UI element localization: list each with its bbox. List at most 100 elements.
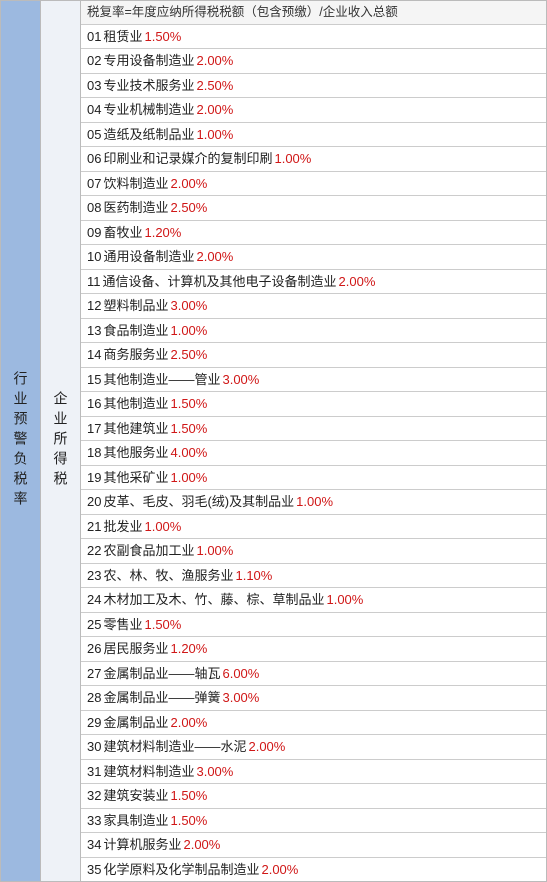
table-row: 07 饮料制造业 2.00% — [81, 172, 546, 197]
tax-rate: 2.00% — [261, 860, 298, 880]
table-row: 27 金属制品业——轴瓦 6.00% — [81, 662, 546, 687]
left-header-cell: 行业预警负税率 — [1, 1, 41, 881]
left-header-label: 行业预警负税率 — [11, 371, 31, 511]
tax-rate: 1.00% — [144, 517, 181, 537]
industry-name: 零售业 — [103, 615, 142, 635]
mid-header-cell: 企业所得税 — [41, 1, 81, 881]
tax-rate: 1.00% — [170, 468, 207, 488]
tax-rate: 2.50% — [170, 198, 207, 218]
industry-name: 造纸及纸制品业 — [103, 125, 194, 145]
table-row: 33 家具制造业 1.50% — [81, 809, 546, 834]
tax-rate: 2.00% — [196, 51, 233, 71]
row-index: 07 — [87, 174, 101, 194]
tax-rate: 2.00% — [339, 272, 376, 292]
table-row: 26 居民服务业 1.20% — [81, 637, 546, 662]
row-index: 06 — [87, 149, 101, 169]
table-row: 35 化学原料及化学制品制造业 2.00% — [81, 858, 546, 882]
table-row: 18 其他服务业 4.00% — [81, 441, 546, 466]
industry-name: 通信设备、计算机及其他电子设备制造业 — [103, 272, 337, 292]
industry-name: 家具制造业 — [103, 811, 168, 831]
table-row: 19 其他采矿业 1.00% — [81, 466, 546, 491]
industry-name: 租赁业 — [103, 27, 142, 47]
table-row: 04 专业机械制造业 2.00% — [81, 98, 546, 123]
industry-name: 金属制品业——弹簧 — [103, 688, 220, 708]
industry-name: 食品制造业 — [103, 321, 168, 341]
table-row: 25 零售业 1.50% — [81, 613, 546, 638]
industry-name: 居民服务业 — [103, 639, 168, 659]
row-index: 32 — [87, 786, 101, 806]
industry-name: 其他制造业——管业 — [103, 370, 220, 390]
industry-name: 其他服务业 — [103, 443, 168, 463]
table-row: 29 金属制品业 2.00% — [81, 711, 546, 736]
tax-rate: 1.10% — [235, 566, 272, 586]
tax-rate: 3.00% — [222, 688, 259, 708]
row-index: 27 — [87, 664, 101, 684]
tax-rate: 1.00% — [326, 590, 363, 610]
row-index: 09 — [87, 223, 101, 243]
table-row: 24 木材加工及木、竹、藤、棕、草制品业 1.00% — [81, 588, 546, 613]
row-index: 34 — [87, 835, 101, 855]
table-row: 03 专业技术服务业 2.50% — [81, 74, 546, 99]
tax-rate: 1.00% — [274, 149, 311, 169]
table-row: 15 其他制造业——管业 3.00% — [81, 368, 546, 393]
industry-name: 饮料制造业 — [103, 174, 168, 194]
tax-rate: 2.00% — [183, 835, 220, 855]
industry-name: 医药制造业 — [103, 198, 168, 218]
industry-name: 金属制品业 — [103, 713, 168, 733]
tax-rate: 2.00% — [170, 713, 207, 733]
industry-name: 其他制造业 — [103, 394, 168, 414]
row-index: 15 — [87, 370, 101, 390]
table-row: 05 造纸及纸制品业 1.00% — [81, 123, 546, 148]
industry-name: 计算机服务业 — [103, 835, 181, 855]
tax-rate: 1.00% — [196, 541, 233, 561]
tax-rate: 1.20% — [144, 223, 181, 243]
tax-rate: 1.00% — [170, 321, 207, 341]
industry-name: 通用设备制造业 — [103, 247, 194, 267]
table-row: 11 通信设备、计算机及其他电子设备制造业 2.00% — [81, 270, 546, 295]
industry-name: 化学原料及化学制品制造业 — [103, 860, 259, 880]
row-index: 22 — [87, 541, 101, 561]
table-row: 14 商务服务业 2.50% — [81, 343, 546, 368]
industry-name: 商务服务业 — [103, 345, 168, 365]
table-row: 17 其他建筑业 1.50% — [81, 417, 546, 442]
tax-rate: 2.00% — [196, 100, 233, 120]
tax-rate: 6.00% — [222, 664, 259, 684]
table-row: 23 农、林、牧、渔服务业 1.10% — [81, 564, 546, 589]
industry-name: 农副食品加工业 — [103, 541, 194, 561]
tax-rate-table: 行业预警负税率 企业所得税 税复率=年度应纳所得税税额（包含预缴）/企业收入总额… — [0, 0, 547, 882]
tax-rate: 2.50% — [170, 345, 207, 365]
formula-row: 税复率=年度应纳所得税税额（包含预缴）/企业收入总额 — [81, 1, 546, 25]
industry-name: 专用设备制造业 — [103, 51, 194, 71]
row-index: 29 — [87, 713, 101, 733]
row-index: 31 — [87, 762, 101, 782]
row-index: 25 — [87, 615, 101, 635]
table-row: 22 农副食品加工业 1.00% — [81, 539, 546, 564]
row-index: 10 — [87, 247, 101, 267]
table-row: 31 建筑材料制造业 3.00% — [81, 760, 546, 785]
tax-rate: 3.00% — [170, 296, 207, 316]
tax-rate: 3.00% — [222, 370, 259, 390]
row-index: 05 — [87, 125, 101, 145]
tax-rate: 2.00% — [196, 247, 233, 267]
row-index: 18 — [87, 443, 101, 463]
industry-name: 印刷业和记录媒介的复制印刷 — [103, 149, 272, 169]
row-index: 24 — [87, 590, 101, 610]
row-index: 13 — [87, 321, 101, 341]
row-index: 26 — [87, 639, 101, 659]
table-row: 20 皮革、毛皮、羽毛(绒)及其制品业 1.00% — [81, 490, 546, 515]
row-index: 20 — [87, 492, 101, 512]
table-row: 32 建筑安装业 1.50% — [81, 784, 546, 809]
industry-name: 木材加工及木、竹、藤、棕、草制品业 — [103, 590, 324, 610]
data-column: 税复率=年度应纳所得税税额（包含预缴）/企业收入总额 01 租赁业 1.50%0… — [81, 1, 546, 881]
row-index: 11 — [87, 272, 101, 292]
tax-rate: 3.00% — [196, 762, 233, 782]
row-index: 04 — [87, 100, 101, 120]
row-index: 16 — [87, 394, 101, 414]
tax-rate: 1.50% — [170, 811, 207, 831]
tax-rate: 1.50% — [170, 394, 207, 414]
table-row: 34 计算机服务业 2.00% — [81, 833, 546, 858]
tax-rate: 1.00% — [296, 492, 333, 512]
industry-name: 农、林、牧、渔服务业 — [103, 566, 233, 586]
table-row: 16 其他制造业 1.50% — [81, 392, 546, 417]
row-index: 33 — [87, 811, 101, 831]
